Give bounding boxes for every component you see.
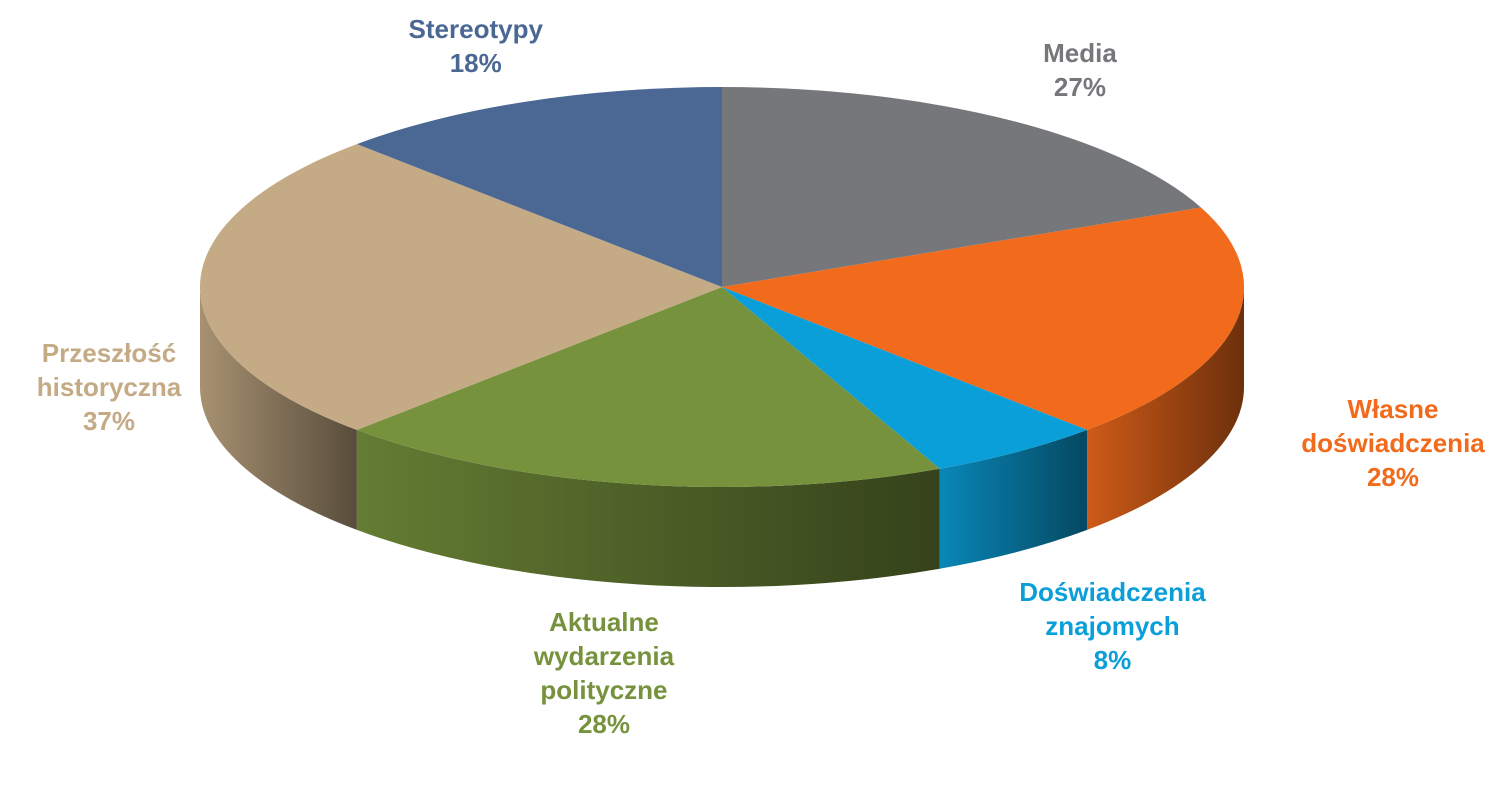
- data-label: Własne doświadczenia 28%: [1288, 392, 1498, 494]
- label-name: Własne doświadczenia: [1301, 393, 1485, 458]
- slice-side: [356, 429, 940, 588]
- label-value: 18%: [449, 48, 502, 79]
- label-value: 28%: [577, 708, 630, 739]
- slice-side: [939, 429, 1088, 569]
- data-label: Przeszłość historyczna 37%: [4, 336, 214, 438]
- label-value: 8%: [1093, 644, 1132, 675]
- slice: [356, 87, 722, 287]
- slice: [199, 144, 722, 430]
- label-value: 27%: [1053, 71, 1106, 102]
- label-name: Stereotypy: [408, 14, 543, 45]
- slice: [722, 207, 1244, 430]
- label-name: Przeszłość historyczna: [36, 338, 182, 402]
- data-label: Aktualne wydarzenia polityczne 28%: [499, 605, 709, 741]
- label-value: 28%: [1366, 461, 1420, 492]
- slice-side: [200, 287, 357, 530]
- slice-side: [1087, 287, 1244, 530]
- label-name: Aktualne wydarzenia polityczne: [533, 606, 675, 705]
- label-name: Doświadczenia znajomych: [1019, 576, 1206, 641]
- slice: [722, 287, 1088, 469]
- data-label: Media 27%: [1043, 36, 1117, 104]
- data-label: Doświadczenia znajomych 8%: [1007, 575, 1217, 677]
- label-value: 37%: [82, 406, 136, 436]
- data-label: Stereotypy 18%: [409, 12, 543, 80]
- slice: [356, 287, 940, 487]
- label-name: Media: [1043, 37, 1117, 68]
- slice: [722, 87, 1201, 287]
